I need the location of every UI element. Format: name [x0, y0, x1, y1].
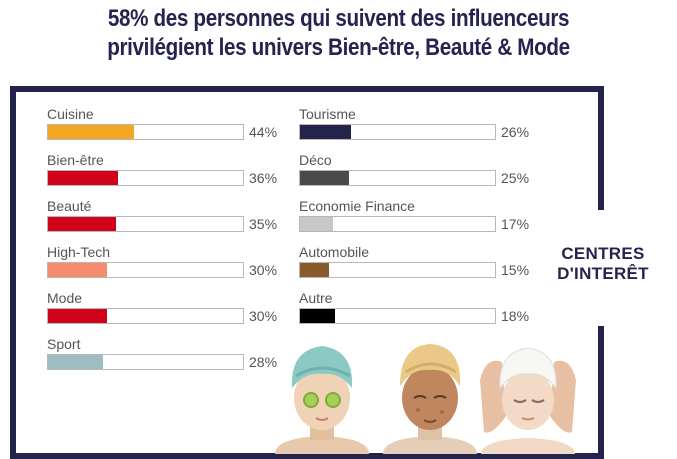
chart-title: 58% des personnes qui suivent des influe…	[47, 4, 629, 62]
bar-track	[299, 308, 496, 324]
bar-value-label: 44%	[249, 124, 278, 140]
bar-fill	[48, 217, 117, 231]
bar-label: Tourisme	[299, 106, 356, 122]
bar-fill	[300, 263, 330, 277]
side-label-line-1: CENTRES	[561, 244, 645, 263]
bar-value-label: 30%	[249, 308, 278, 324]
frame-right-border-upper	[598, 86, 604, 210]
bar-label: Bien-être	[47, 152, 104, 168]
frame-right-border-lower	[598, 326, 604, 459]
bar-fill	[48, 309, 107, 323]
bar-fill	[300, 309, 336, 323]
bar-track	[47, 308, 244, 324]
bar-fill	[48, 125, 134, 139]
frame-left-border	[10, 86, 16, 459]
bar-value-label: 18%	[501, 308, 530, 324]
bar-value-label: 28%	[249, 354, 278, 370]
bar-value-label: 35%	[249, 216, 278, 232]
woman-towel-cucumber-icon	[275, 346, 369, 454]
bar-label: Mode	[47, 290, 83, 306]
bar-label: Automobile	[299, 244, 370, 260]
frame-bottom-border	[10, 453, 604, 459]
bar-label: Beauté	[47, 198, 92, 214]
bar-value-label: 30%	[249, 262, 278, 278]
bar-value-label: 15%	[501, 262, 530, 278]
bar-track	[47, 124, 244, 140]
women-spa-beauty-icon	[275, 344, 576, 454]
bar-track	[299, 124, 496, 140]
bar-label: Economie Finance	[299, 198, 415, 214]
bar-track	[299, 170, 496, 186]
bar-track	[299, 216, 496, 232]
bar-label: Déco	[299, 152, 332, 168]
bar-value-label: 26%	[501, 124, 530, 140]
bar-fill	[300, 217, 334, 231]
bar-label: Sport	[47, 336, 81, 352]
bar-value-label: 17%	[501, 216, 530, 232]
bar-track	[47, 354, 244, 370]
bar-fill	[300, 125, 351, 139]
chart-title-line-1: 58% des personnes qui suivent des influe…	[107, 5, 570, 32]
bar-fill	[48, 355, 103, 369]
bar-value-label: 36%	[249, 170, 278, 186]
bar-label: High-Tech	[47, 244, 111, 260]
bar-value-label: 25%	[501, 170, 530, 186]
bar-label: Cuisine	[47, 106, 94, 122]
bar-track	[47, 216, 244, 232]
bar-fill	[300, 171, 349, 185]
bar-label: Autre	[299, 290, 333, 306]
bar-fill	[48, 263, 107, 277]
chart-title-line-2: privilégient les univers Bien-être, Beau…	[107, 34, 570, 61]
bar-track	[47, 262, 244, 278]
frame-top-border	[10, 86, 604, 92]
woman-towel-mask-icon	[383, 344, 477, 454]
side-label-line-2: D'INTERÊT	[557, 264, 649, 283]
bar-track	[299, 262, 496, 278]
woman-towel-massage-icon	[480, 347, 576, 454]
side-label: CENTRES D'INTERÊT	[538, 244, 668, 284]
bar-track	[47, 170, 244, 186]
bar-fill	[48, 171, 119, 185]
